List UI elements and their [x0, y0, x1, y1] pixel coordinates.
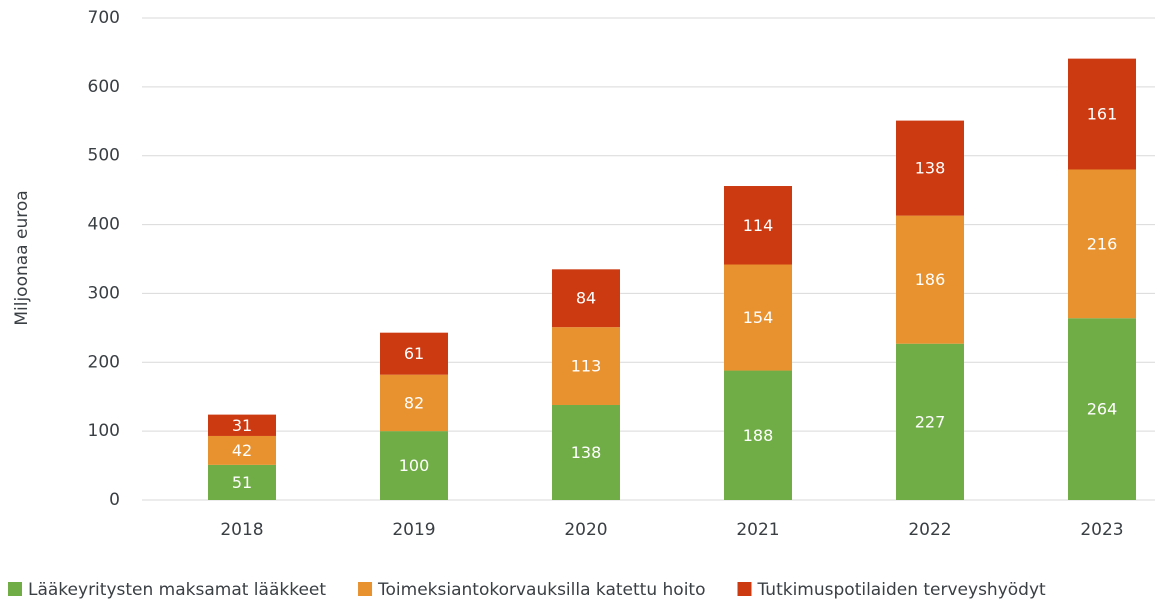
legend-swatch — [737, 582, 752, 596]
legend-swatch — [8, 582, 22, 596]
x-tick-label: 2022 — [908, 520, 951, 540]
data-label: 82 — [404, 393, 424, 412]
bar-segment — [896, 343, 964, 500]
y-tick-label: 300 — [88, 283, 120, 303]
data-label: 188 — [743, 426, 774, 445]
y-tick-label: 200 — [88, 352, 120, 372]
y-tick-label: 0 — [109, 490, 120, 510]
bar-segment — [1068, 318, 1136, 500]
data-label: 186 — [915, 270, 946, 289]
bar-segment — [552, 327, 620, 405]
legend-label: Tutkimuspotilaiden terveyshyödyt — [757, 580, 1047, 600]
data-label: 138 — [571, 443, 602, 462]
bar-segment — [724, 370, 792, 500]
bar-segment — [1068, 169, 1136, 319]
y-tick-label: 100 — [88, 421, 120, 441]
x-tick-label: 2018 — [220, 520, 263, 540]
data-label: 51 — [232, 473, 252, 492]
bar-segment — [380, 332, 448, 375]
bar-segment — [208, 464, 276, 500]
bar-segment — [724, 264, 792, 371]
data-label: 114 — [743, 216, 774, 235]
data-label: 154 — [743, 308, 774, 327]
y-axis-label: Miljoonaa euroa — [12, 190, 32, 325]
bar-segment — [380, 431, 448, 500]
legend-label: Lääkeyritysten maksamat lääkkeet — [28, 580, 326, 600]
x-tick-label: 2020 — [564, 520, 607, 540]
bar-segment — [552, 269, 620, 328]
bar-segment — [1068, 58, 1136, 170]
data-label: 61 — [404, 344, 424, 363]
y-tick-label: 400 — [88, 215, 120, 235]
data-label: 42 — [232, 441, 252, 460]
x-tick-label: 2019 — [392, 520, 435, 540]
legend-label: Toimeksiantokorvauksilla katettu hoito — [377, 580, 705, 600]
y-tick-label: 600 — [88, 77, 120, 97]
data-label: 113 — [571, 357, 602, 376]
y-tick-label: 700 — [88, 8, 120, 28]
bar-segment — [896, 215, 964, 344]
data-label: 84 — [576, 289, 596, 308]
data-label: 216 — [1087, 234, 1118, 253]
data-label: 161 — [1087, 105, 1118, 124]
data-label: 264 — [1087, 400, 1118, 419]
data-label: 100 — [399, 456, 430, 475]
y-tick-label: 500 — [88, 146, 120, 166]
bar-segment — [380, 374, 448, 432]
data-label: 31 — [232, 416, 252, 435]
data-label: 138 — [915, 159, 946, 178]
bar-segment — [208, 435, 276, 465]
bar-segment — [896, 120, 964, 216]
x-tick-label: 2021 — [736, 520, 779, 540]
data-label: 227 — [915, 412, 946, 431]
legend-swatch — [358, 582, 373, 596]
bar-segment — [552, 404, 620, 500]
x-tick-label: 2023 — [1080, 520, 1123, 540]
bar-segment — [724, 186, 792, 265]
bar-segment — [208, 414, 276, 436]
